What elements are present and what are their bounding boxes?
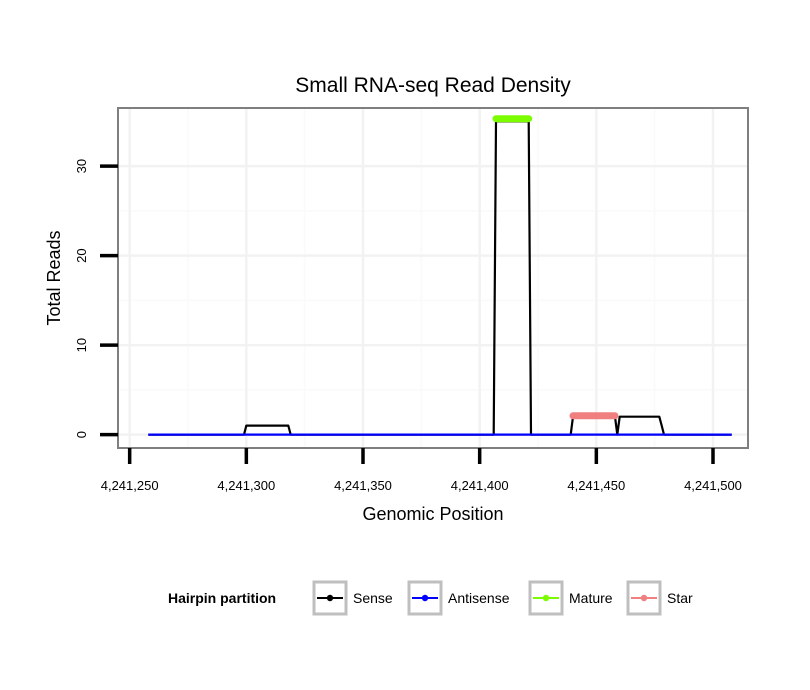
y-axis: 0 10 20 30 [74, 159, 118, 438]
x-tick-label: 4,241,500 [684, 478, 742, 493]
legend-key-point [326, 594, 334, 602]
plot-panel-border [117, 107, 749, 449]
plot-background [118, 108, 748, 448]
x-tick-label: 4,241,350 [334, 478, 392, 493]
legend-key-point [640, 594, 648, 602]
x-tick-label: 4,241,300 [217, 478, 275, 493]
legend-label: Mature [569, 590, 613, 606]
y-tick-label: 20 [74, 248, 89, 262]
x-axis-title: Genomic Position [362, 504, 503, 524]
x-tick-label: 4,241,250 [101, 478, 159, 493]
legend-label: Sense [353, 590, 393, 606]
legend-item-star: Star [626, 580, 693, 616]
legend: Hairpin partition Sense Antisense Mature St… [168, 580, 693, 616]
series-layer [148, 115, 732, 436]
y-tick-label: 30 [74, 159, 89, 173]
y-tick-label: 0 [74, 431, 89, 438]
x-tick-label: 4,241,400 [451, 478, 509, 493]
legend-label: Antisense [448, 590, 510, 606]
legend-item-sense: Sense [312, 580, 393, 616]
legend-key-point [421, 594, 429, 602]
grid-minor [118, 108, 748, 448]
x-axis: 4,241,250 4,241,300 4,241,350 4,241,400 4,24… [101, 448, 742, 493]
y-axis-title: Total Reads [44, 230, 64, 325]
legend-key-point [542, 594, 550, 602]
legend-label: Star [667, 590, 693, 606]
legend-item-mature: Mature [528, 580, 613, 616]
legend-title: Hairpin partition [168, 590, 276, 606]
y-tick-label: 10 [74, 338, 89, 352]
x-tick-label: 4,241,450 [567, 478, 625, 493]
chart-title: Small RNA-seq Read Density [295, 74, 571, 97]
legend-item-antisense: Antisense [407, 580, 510, 616]
